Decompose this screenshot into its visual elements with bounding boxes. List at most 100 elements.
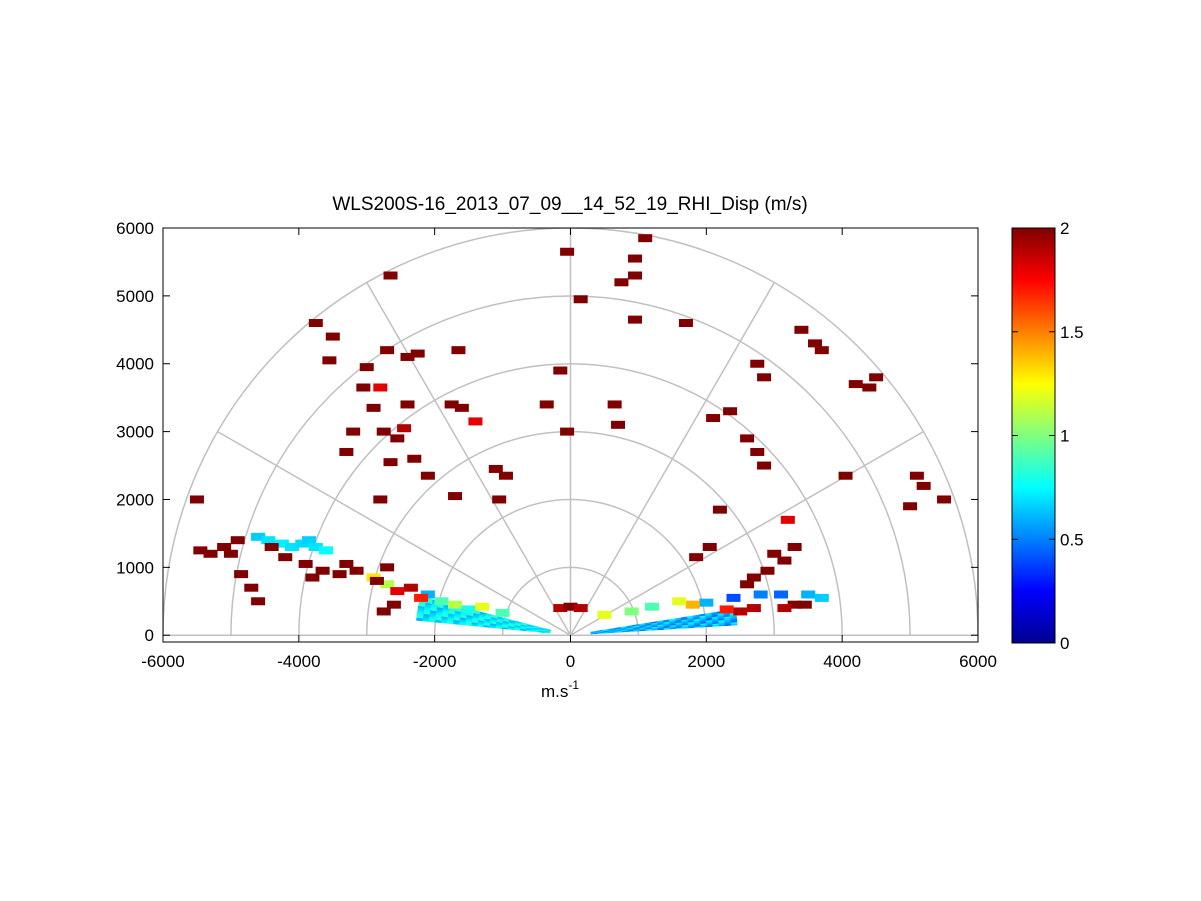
range-gate xyxy=(757,461,772,470)
range-gate xyxy=(563,602,578,611)
x-axis-label: m.s-1 xyxy=(541,678,579,701)
band-gate xyxy=(452,621,460,625)
range-gate xyxy=(349,566,364,575)
range-gate xyxy=(492,495,507,504)
range-gate xyxy=(230,536,245,545)
range-gate xyxy=(234,570,249,579)
x-tick-label: -4000 xyxy=(277,652,320,671)
range-gate xyxy=(767,549,782,558)
y-tick-label: 1000 xyxy=(116,558,154,577)
range-gate xyxy=(777,604,792,613)
range-gate xyxy=(814,593,829,602)
range-gate xyxy=(434,597,449,606)
range-gate xyxy=(468,417,483,426)
chart-title: WLS200S-16_2013_07_09__14_52_19_RHI_Disp… xyxy=(332,194,807,215)
colorbar-gradient xyxy=(1011,227,1056,644)
range-gate xyxy=(712,505,727,514)
range-gate xyxy=(746,573,761,582)
range-gate xyxy=(560,427,575,436)
band-gate xyxy=(422,618,430,622)
x-tick-label: 2000 xyxy=(687,652,725,671)
range-gate xyxy=(774,590,789,599)
near-field-bands xyxy=(416,596,738,635)
colorbar-tick-label: 0.5 xyxy=(1060,530,1084,549)
range-gate xyxy=(740,434,755,443)
x-tick-label: -6000 xyxy=(141,652,184,671)
range-gate xyxy=(539,400,554,409)
band-gate xyxy=(434,619,442,623)
range-gate xyxy=(451,346,466,355)
grid-spoke xyxy=(570,430,924,636)
y-tick-label: 2000 xyxy=(116,490,154,509)
band-gate xyxy=(416,617,423,622)
band-gate xyxy=(464,623,472,626)
x-axis: -6000 -4000 -2000 0 2000 4000 6000 xyxy=(141,228,997,671)
range-gate xyxy=(495,608,510,617)
range-gate xyxy=(560,247,575,256)
range-gate xyxy=(607,400,622,409)
x-tick-label: 0 xyxy=(566,652,575,671)
x-axis-label-base: m.s xyxy=(541,682,568,701)
range-gate xyxy=(706,414,721,423)
range-gate xyxy=(251,532,266,541)
range-gate xyxy=(794,325,809,334)
range-gate xyxy=(760,566,775,575)
range-gate xyxy=(302,536,317,545)
range-gate xyxy=(757,373,772,382)
range-gate xyxy=(753,590,768,599)
range-gate xyxy=(553,604,568,613)
y-tick-label: 3000 xyxy=(116,423,154,442)
range-gate xyxy=(217,542,232,551)
range-gate xyxy=(356,383,371,392)
range-gate xyxy=(685,600,700,609)
range-gate xyxy=(308,319,323,328)
range-gate xyxy=(750,447,765,456)
band-gate xyxy=(458,622,466,626)
data-gates xyxy=(189,234,952,619)
range-gate xyxy=(251,597,266,606)
range-gate xyxy=(373,495,388,504)
range-gate xyxy=(628,271,643,280)
colorbar: 0 0.5 1 1.5 2 xyxy=(1011,219,1084,653)
range-gate xyxy=(346,427,361,436)
range-gate xyxy=(403,583,418,592)
range-gate xyxy=(189,495,204,504)
grid-spoke xyxy=(569,282,775,636)
range-gate xyxy=(380,346,395,355)
range-gate xyxy=(903,502,918,511)
range-gate xyxy=(322,356,337,365)
range-gate xyxy=(285,542,300,551)
range-gate xyxy=(689,553,704,562)
range-gate xyxy=(420,471,435,480)
range-gate xyxy=(376,427,391,436)
range-gate xyxy=(383,458,398,467)
range-gate xyxy=(444,400,459,409)
range-gate xyxy=(787,542,802,551)
range-gate xyxy=(869,373,884,382)
range-gate xyxy=(862,383,877,392)
range-gate xyxy=(278,553,293,562)
range-gate xyxy=(373,383,388,392)
range-gate xyxy=(414,593,429,602)
range-gate xyxy=(386,600,401,609)
range-gate xyxy=(733,607,748,616)
range-gate xyxy=(407,454,422,463)
range-gate xyxy=(553,366,568,375)
y-tick-label: 6000 xyxy=(116,219,154,238)
range-gate xyxy=(787,600,802,609)
range-gate xyxy=(308,542,323,551)
range-gate xyxy=(397,424,412,433)
y-tick-label: 0 xyxy=(145,626,154,645)
band-gate xyxy=(428,619,436,623)
range-gate xyxy=(319,546,333,555)
range-gate xyxy=(203,549,218,558)
range-gate xyxy=(410,349,425,358)
range-gate xyxy=(746,604,761,613)
range-gate xyxy=(573,604,588,613)
range-gate xyxy=(702,542,717,551)
range-gate xyxy=(461,605,476,614)
x-tick-label: 4000 xyxy=(823,652,861,671)
range-gate xyxy=(719,605,734,614)
range-gate xyxy=(448,600,463,609)
range-gate xyxy=(498,471,513,480)
